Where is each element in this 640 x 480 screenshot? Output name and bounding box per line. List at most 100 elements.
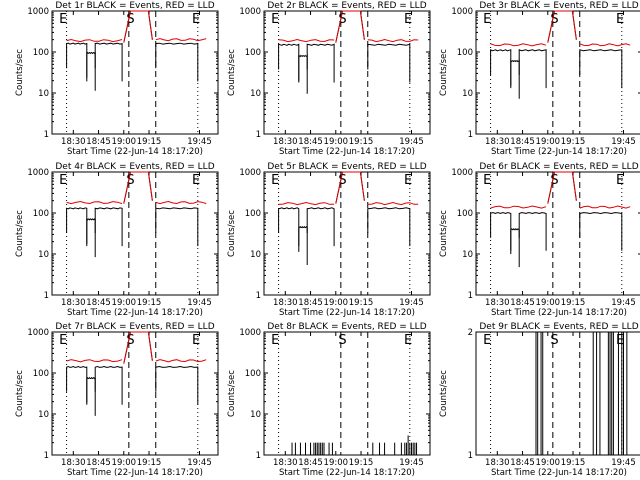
series-events-segment [94,207,123,247]
plot-frame [263,171,431,296]
series-lld-saa-rise [547,10,577,43]
x-tick-label: 19:45 [399,137,424,147]
x-tick-label: 18:45 [298,458,323,468]
series-events-segment [367,43,411,83]
series-events-segment [579,49,623,89]
series-events-segment [298,225,308,265]
y-axis-label: Counts/sec [15,49,25,96]
orbit-marker-label: S [550,173,558,188]
orbit-marker-label: E [59,333,67,348]
x-tick-label: 19:00 [324,137,349,147]
series-events-segment [86,218,96,258]
y-tick-label: 2 [468,328,473,338]
y-tick-label: 10 [462,250,473,260]
orbit-marker-label: E [192,12,200,27]
x-tick-label: 19:00 [536,458,561,468]
x-axis-label: Start Time (22-Jun-14 18:17:20) [279,308,415,318]
series-lld-saa-rise [335,171,365,204]
x-tick-label: 19:00 [536,298,561,308]
y-tick-label: 1000 [451,168,473,178]
x-tick-label: 19:15 [349,458,374,468]
orbit-marker-label: E [616,12,624,27]
chart-title: Det 7r BLACK = Events, RED = LLD [55,322,214,332]
y-tick-label: 1000 [27,168,49,178]
series-lld-segment [278,38,335,43]
chart-panel-7: Det 7r BLACK = Events, RED = LLD 1 10 100 10… [15,322,219,478]
plot-frame [51,171,219,296]
series-lld-segment [579,205,631,209]
x-tick-label: 19:45 [399,298,424,308]
y-axis-label: Counts/sec [439,370,449,417]
y-axis-label: Counts/sec [227,370,237,417]
x-tick-label: 18:45 [298,137,323,147]
orbit-marker-label: E [192,333,200,348]
orbit-marker-label: S [550,12,558,27]
x-axis-label: Start Time (22-Jun-14 18:17:20) [67,468,203,478]
x-axis-label: Start Time (22-Jun-14 18:17:20) [279,468,415,478]
chart-title: Det 5r BLACK = Events, RED = LLD [267,162,426,172]
x-tick-label: 19:45 [187,298,212,308]
series-events-segment [94,42,123,82]
series-events-segment [86,51,96,91]
orbit-marker-label: S [338,333,346,348]
series-lld-segment [155,200,207,205]
y-tick-label: 1000 [239,328,261,338]
series-lld-segment [155,359,207,363]
series-lld-saa-rise [123,171,153,204]
y-tick-label: 10 [38,410,49,420]
series-events-segment [94,365,123,405]
chart-panel-4: Det 4r BLACK = Events, RED = LLD 1 10 100 10… [15,162,219,318]
series-lld-segment [66,38,123,43]
x-tick-label: 19:00 [112,137,137,147]
series-events-segment [66,365,88,405]
x-axis-label: Start Time (22-Jun-14 18:17:20) [67,147,203,157]
x-axis-label: Start Time (22-Jun-14 18:17:20) [491,468,627,478]
chart-title: Det 3r BLACK = Events, RED = LLD [479,1,638,11]
orbit-marker-label: S [126,12,134,27]
y-tick-label: 1 [468,130,473,140]
x-tick-label: 19:45 [611,458,636,468]
chart-panel-2: Det 2r BLACK = Events, RED = LLD 1 10 100 10… [227,1,431,157]
plot-frame [51,10,219,135]
orbit-marker-label: E [271,173,279,188]
x-tick-label: 18:45 [86,137,111,147]
y-axis-label: Counts/sec [15,370,25,417]
series-events-segment [278,43,300,83]
x-tick-label: 18:45 [298,298,323,308]
y-tick-label: 100 [33,48,49,58]
x-tick-label: 19:15 [561,298,586,308]
series-events-segment [86,376,96,416]
series-events-segment [298,54,308,94]
series-events-segment [278,207,300,247]
chart-title: Det 6r BLACK = Events, RED = LLD [479,162,638,172]
x-tick-label: 18:45 [86,458,111,468]
orbit-marker-label: S [126,173,134,188]
y-tick-label: 10 [38,250,49,260]
x-tick-label: 19:45 [399,458,424,468]
y-tick-label: 10 [250,410,261,420]
x-tick-label: 19:00 [324,298,349,308]
chart-title: Det 9r BLACK = Events, RED = LLD [479,322,638,332]
plot-frame [475,331,640,456]
x-axis-label: Start Time (22-Jun-14 18:17:20) [67,308,203,318]
series-events-segment [306,207,335,247]
series-lld-saa-rise [547,171,577,204]
series-lld-segment [66,200,123,205]
x-tick-label: 19:00 [324,458,349,468]
orbit-marker-label: E [483,333,491,348]
y-tick-label: 100 [457,48,473,58]
orbit-marker-label: E [404,173,412,188]
y-tick-label: 100 [245,369,261,379]
series-lld-segment [66,359,123,363]
orbit-marker-label: E [59,12,67,27]
series-lld-segment [155,38,207,42]
chart-title: Det 2r BLACK = Events, RED = LLD [267,1,426,11]
x-tick-label: 19:45 [611,298,636,308]
y-tick-label: 1000 [239,7,261,17]
x-tick-label: 19:15 [349,137,374,147]
x-tick-label: 19:15 [561,137,586,147]
series-lld-saa-rise [335,10,365,43]
y-tick-label: 10 [462,89,473,99]
y-tick-label: 1 [256,451,261,461]
